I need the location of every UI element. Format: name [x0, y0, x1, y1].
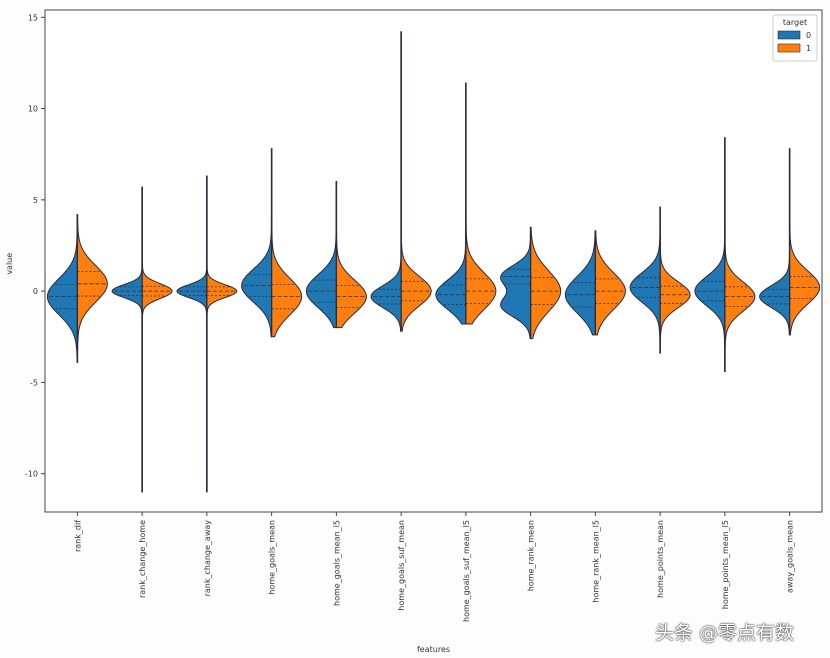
y-axis-label: value — [5, 253, 14, 275]
x-tick-label: home_goals_suf_mean — [397, 520, 406, 611]
y-tick-label: 0 — [33, 287, 38, 296]
violin-half-target-1 — [530, 226, 562, 340]
violin-rank_change_home — [111, 186, 173, 493]
legend-label: 1 — [806, 44, 811, 53]
x-tick-label: home_rank_mean_l5 — [591, 520, 600, 603]
violin-home_goals_mean — [241, 148, 303, 338]
violin-rank_change_away — [176, 175, 238, 493]
violin-half-target-0 — [564, 230, 596, 336]
legend-title: target — [783, 18, 807, 27]
violin-half-target-1 — [76, 213, 108, 363]
legend-swatch — [777, 43, 801, 53]
watermark: 头条 @零点有数 — [655, 622, 795, 644]
x-axis-label: features — [417, 645, 450, 654]
x-tick-label: rank_change_home — [138, 520, 147, 598]
x-tick-label: away_goals_mean — [786, 520, 795, 593]
x-tick-label: home_goals_mean_l5 — [332, 520, 341, 606]
y-tick-label: 15 — [28, 13, 38, 22]
y-tick-label: 5 — [33, 196, 38, 205]
violin-half-target-1 — [594, 230, 626, 336]
x-tick-label: home_goals_suf_mean_l5 — [462, 520, 471, 622]
violin-away_goals_mean — [759, 148, 821, 336]
legend-label: 0 — [806, 31, 811, 40]
legend: target 0 1 — [772, 14, 818, 62]
violin-home_rank_mean — [500, 226, 562, 340]
x-tick-label: home_points_mean_l5 — [721, 520, 730, 609]
plot-area — [44, 9, 823, 513]
y-tick-label: -10 — [25, 470, 38, 479]
violin-home_goals_suf_mean_l5 — [435, 82, 497, 325]
violin-home_goals_mean_l5 — [305, 181, 367, 329]
violin-home_points_mean_l5 — [694, 137, 756, 372]
violin-half-target-0 — [500, 226, 532, 340]
y-tick-label: 10 — [28, 105, 38, 114]
legend-swatch — [777, 30, 801, 40]
violin-home_points_mean — [629, 206, 691, 354]
x-tick-label: home_points_mean — [656, 520, 665, 598]
x-tick-label: home_goals_mean — [268, 520, 277, 595]
violin-rank_dif — [46, 213, 108, 363]
x-tick-label: home_rank_mean — [527, 520, 536, 591]
y-tick-label: -5 — [30, 378, 38, 387]
violin-home_rank_mean_l5 — [564, 230, 626, 336]
violin-home_goals_suf_mean — [370, 31, 432, 332]
x-tick-label: rank_dif — [73, 520, 82, 552]
x-tick-label: rank_change_away — [203, 520, 212, 597]
